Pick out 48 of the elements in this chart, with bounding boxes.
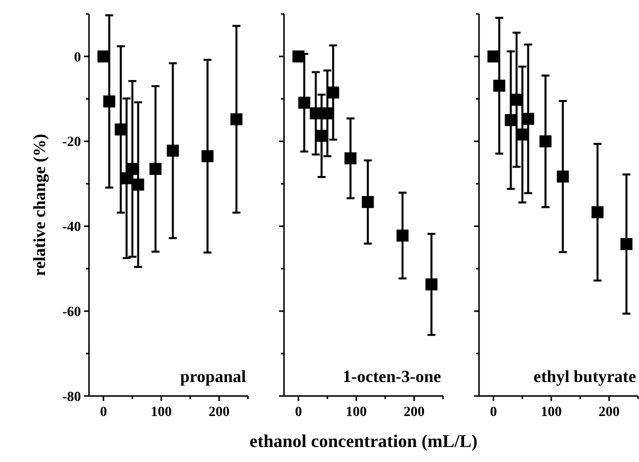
x-tick-label: 200 bbox=[208, 405, 230, 420]
x-tick-label: 100 bbox=[346, 405, 367, 420]
point bbox=[103, 95, 116, 108]
y-tick-label: -40 bbox=[62, 220, 81, 236]
point bbox=[310, 107, 322, 120]
x-tick-label: 200 bbox=[404, 405, 425, 420]
point bbox=[132, 178, 144, 191]
y-tick-label: -20 bbox=[62, 135, 81, 150]
x-tick-label: 0 bbox=[100, 405, 107, 420]
point bbox=[126, 162, 138, 175]
point bbox=[539, 135, 552, 148]
point bbox=[504, 114, 517, 126]
point bbox=[114, 123, 127, 136]
x-tick-label: 0 bbox=[294, 405, 302, 420]
point bbox=[202, 150, 214, 162]
y-axis-title: relative change (%) bbox=[30, 134, 49, 276]
x-tick-label: 200 bbox=[598, 405, 620, 420]
annotation: ethyl butyrate bbox=[534, 367, 636, 386]
point bbox=[327, 86, 340, 99]
point bbox=[556, 170, 569, 183]
point bbox=[316, 130, 328, 142]
point bbox=[592, 206, 604, 218]
point bbox=[298, 96, 310, 109]
point bbox=[620, 238, 632, 250]
point bbox=[321, 107, 334, 120]
x-tick-label: 0 bbox=[490, 405, 497, 420]
point bbox=[97, 50, 110, 62]
annotation: 1-octen-3-one bbox=[342, 367, 442, 386]
x-axis-title: ethanol concentration (mL/L) bbox=[250, 431, 478, 451]
y-tick-label: 0 bbox=[74, 50, 81, 66]
point bbox=[166, 144, 179, 157]
point bbox=[149, 162, 162, 175]
point bbox=[230, 113, 242, 126]
point bbox=[292, 50, 304, 62]
point bbox=[396, 230, 409, 242]
y-tick-label: -80 bbox=[62, 390, 81, 405]
point bbox=[516, 128, 528, 141]
point bbox=[522, 112, 534, 125]
y-tick-label: -60 bbox=[62, 305, 81, 320]
x-tick-label: 100 bbox=[150, 405, 172, 420]
point bbox=[344, 152, 356, 164]
x-tick-label: 100 bbox=[540, 405, 562, 420]
point bbox=[362, 196, 374, 208]
annotation: propanal bbox=[180, 367, 246, 386]
point bbox=[493, 80, 506, 92]
point bbox=[425, 278, 438, 290]
point bbox=[510, 94, 523, 106]
point bbox=[487, 50, 500, 62]
